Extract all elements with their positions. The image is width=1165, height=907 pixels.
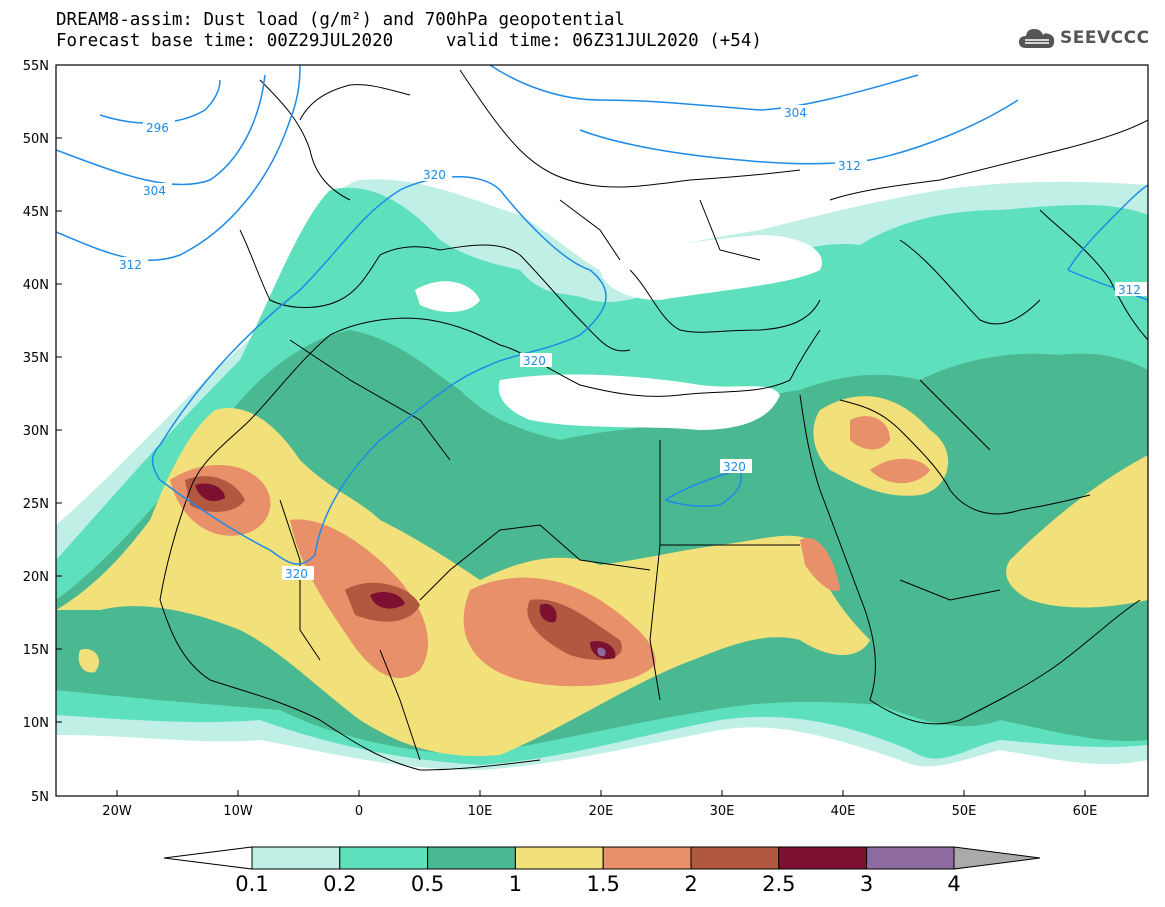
contour-label: 304 bbox=[784, 106, 807, 120]
lat-label: 5N bbox=[31, 790, 49, 805]
forecast-time-line: Forecast base time: 00Z29JUL2020 valid t… bbox=[56, 31, 762, 51]
colorbar-label: 2.5 bbox=[762, 872, 795, 896]
contour-label: 312 bbox=[838, 159, 861, 173]
lat-label: 55N bbox=[23, 59, 49, 74]
colorbar-swatch bbox=[602, 846, 692, 870]
lat-label: 25N bbox=[23, 497, 49, 512]
colorbar-swatch bbox=[427, 846, 516, 870]
colorbar-label: 2 bbox=[684, 872, 697, 896]
colorbar-swatch bbox=[339, 846, 429, 870]
lon-label: 20E bbox=[589, 804, 614, 819]
contour-label: 296 bbox=[146, 121, 169, 135]
cloud-logo-icon bbox=[1019, 29, 1055, 48]
logo-text: SEEVCCC bbox=[1060, 28, 1150, 48]
colorbar-swatch bbox=[690, 846, 780, 870]
contour-label: 304 bbox=[143, 184, 166, 198]
lat-label: 45N bbox=[23, 205, 49, 220]
contour-label: 320 bbox=[723, 460, 746, 474]
lon-label: 40E bbox=[831, 804, 856, 819]
lat-label: 50N bbox=[23, 132, 49, 147]
lat-label: 20N bbox=[23, 570, 49, 585]
contour-label: 320 bbox=[423, 168, 446, 182]
colorbar-low-arrow bbox=[163, 846, 253, 870]
contour-label: 320 bbox=[523, 354, 546, 368]
lon-label: 0 bbox=[355, 804, 363, 819]
colorbar-label: 1 bbox=[509, 872, 522, 896]
lon-label: 30E bbox=[710, 804, 735, 819]
lat-label: 35N bbox=[23, 351, 49, 366]
lon-label: 10W bbox=[223, 804, 253, 819]
dust-load-field bbox=[56, 179, 1148, 770]
map-title: DREAM8-assim: Dust load (g/m²) and 700hP… bbox=[56, 10, 625, 30]
colorbar-swatch bbox=[778, 846, 868, 870]
lat-label: 15N bbox=[23, 643, 49, 658]
colorbar-label: 4 bbox=[947, 872, 960, 896]
lat-label: 40N bbox=[23, 278, 49, 293]
geopotential-contours bbox=[56, 65, 1148, 565]
colorbar-label: 0.2 bbox=[323, 872, 356, 896]
lon-label: 10E bbox=[468, 804, 493, 819]
lon-label: 60E bbox=[1073, 804, 1098, 819]
lon-label: 50E bbox=[952, 804, 977, 819]
seevccc-logo: SEEVCCC bbox=[1018, 26, 1150, 50]
colorbar-label: 1.5 bbox=[586, 872, 619, 896]
coastlines bbox=[159, 69, 1148, 771]
lat-axis: 55N 50N 45N 40N 35N 30N 25N 20N 15N 10N … bbox=[23, 59, 62, 805]
colorbar-swatch bbox=[866, 846, 955, 870]
colorbar-label: 3 bbox=[860, 872, 873, 896]
colorbar-label: 0.1 bbox=[235, 872, 268, 896]
colorbar: 0.1 0.2 0.5 1 1.5 2 2.5 3 4 bbox=[163, 846, 1041, 896]
lat-label: 10N bbox=[23, 716, 49, 731]
colorbar-high-arrow bbox=[953, 846, 1041, 870]
lon-axis: 20W 10W 0 10E 20E 30E 40E 50E 60E bbox=[102, 790, 1097, 819]
lat-label: 30N bbox=[23, 424, 49, 439]
contour-label: 312 bbox=[1118, 283, 1141, 297]
contour-label: 320 bbox=[285, 567, 308, 581]
lon-label: 20W bbox=[102, 804, 132, 819]
colorbar-label: 0.5 bbox=[411, 872, 444, 896]
colorbar-swatch bbox=[251, 846, 341, 870]
contour-labels: 296 304 312 320 320 320 320 304 312 312 bbox=[116, 105, 1147, 581]
contour-label: 312 bbox=[119, 258, 142, 272]
colorbar-swatch bbox=[514, 846, 604, 870]
